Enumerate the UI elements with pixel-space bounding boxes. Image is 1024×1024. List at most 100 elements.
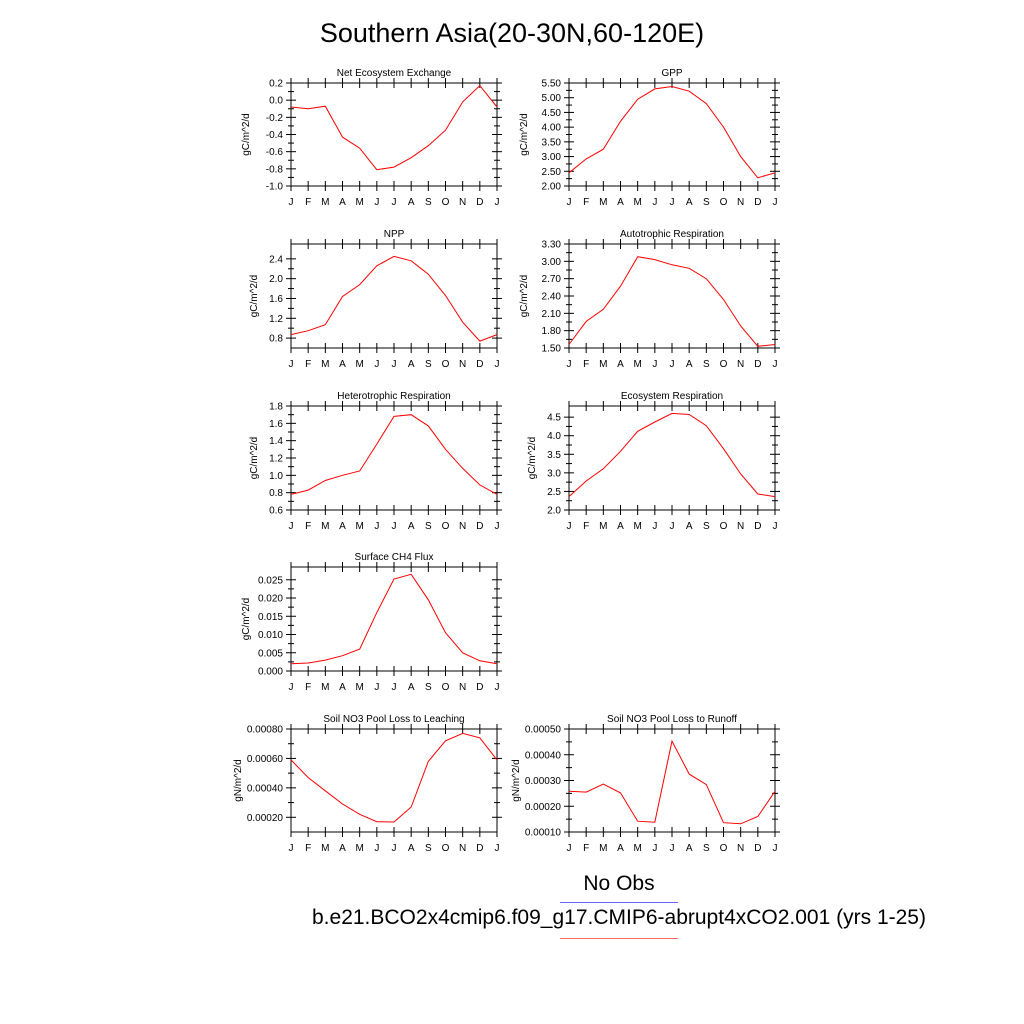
x-tick-label: S — [425, 197, 432, 208]
x-tick-label: J — [374, 359, 379, 370]
y-tick-label: 3.00 — [542, 257, 562, 268]
panel-title: NPP — [384, 229, 405, 240]
y-tick-label: 4.50 — [542, 108, 562, 119]
x-tick-label: M — [633, 521, 641, 532]
plot-frame — [290, 405, 498, 511]
x-tick-label: S — [425, 843, 432, 854]
y-tick-label: 0.00050 — [525, 725, 562, 736]
x-tick-label: A — [686, 197, 693, 208]
y-tick-label: 0.005 — [258, 648, 283, 659]
y-tick-label: 0.015 — [258, 612, 283, 623]
y-tick-label: 0.025 — [258, 575, 283, 586]
y-tick-label: 1.80 — [542, 326, 562, 337]
plot-frame — [568, 728, 776, 833]
y-axis-label: gC/m^2/d — [519, 275, 530, 318]
x-tick-label: A — [408, 682, 415, 693]
panel-title: Soil NO3 Pool Loss to Runoff — [607, 714, 737, 725]
panel-title: GPP — [661, 68, 682, 79]
x-tick-label: J — [495, 843, 500, 854]
x-tick-label: N — [459, 843, 466, 854]
y-tick-label: 1.8 — [269, 402, 283, 413]
x-tick-label: O — [720, 197, 728, 208]
y-tick-label: 1.6 — [269, 294, 283, 305]
y-tick-label: 0.000 — [258, 667, 283, 678]
y-tick-label: 0.00030 — [525, 776, 562, 787]
x-tick-label: A — [617, 843, 624, 854]
y-tick-label: -0.6 — [266, 147, 284, 158]
x-tick-label: A — [339, 682, 346, 693]
x-tick-label: J — [773, 521, 778, 532]
x-tick-label: M — [321, 197, 329, 208]
x-tick-label: M — [633, 197, 641, 208]
x-tick-label: J — [567, 359, 572, 370]
x-tick-label: D — [754, 521, 761, 532]
panel-title: Ecosystem Respiration — [621, 391, 723, 402]
x-tick-label: J — [652, 843, 657, 854]
y-tick-label: 3.30 — [542, 240, 562, 251]
x-tick-label: S — [425, 521, 432, 532]
y-tick-label: 4.00 — [542, 123, 562, 134]
x-tick-label: A — [339, 197, 346, 208]
x-tick-label: J — [289, 359, 294, 370]
x-tick-label: J — [670, 843, 675, 854]
panel-title: Heterotrophic Respiration — [337, 391, 450, 402]
y-tick-label: 0.00040 — [247, 783, 284, 794]
y-tick-label: 0.0 — [269, 96, 283, 107]
y-tick-label: 0.8 — [269, 488, 283, 499]
x-tick-label: S — [703, 843, 710, 854]
y-axis-label: gC/m^2/d — [241, 598, 252, 641]
y-tick-label: 0.00020 — [525, 802, 562, 813]
x-tick-label: M — [599, 359, 607, 370]
y-axis-label: gN/m^2/d — [233, 759, 244, 802]
plot-frame — [568, 82, 776, 187]
x-tick-label: J — [495, 197, 500, 208]
x-tick-label: J — [670, 521, 675, 532]
panel-1: Net Ecosystem Exchange gC/m^2/d -1.0 -0.8 -0… — [241, 68, 502, 208]
plot-frame — [290, 728, 498, 833]
plot-frame — [290, 566, 498, 672]
y-tick-label: -1.0 — [266, 182, 284, 193]
legend-obs-label: No Obs — [583, 872, 655, 895]
x-tick-label: S — [703, 521, 710, 532]
y-tick-label: 0.020 — [258, 594, 283, 605]
y-tick-label: 0.00010 — [525, 828, 562, 839]
x-tick-label: O — [442, 843, 450, 854]
series-line — [568, 412, 776, 498]
series-line — [568, 739, 776, 825]
panel-8: Soil NO3 Pool Loss to LeachinggN/m^2/d0.… — [233, 714, 502, 854]
x-tick-label: J — [374, 682, 379, 693]
x-tick-label: M — [355, 197, 363, 208]
x-tick-label: D — [476, 197, 483, 208]
x-tick-label: A — [339, 521, 346, 532]
x-tick-label: J — [289, 197, 294, 208]
y-tick-label: 4.5 — [547, 413, 561, 424]
x-tick-label: M — [599, 521, 607, 532]
x-tick-label: J — [773, 197, 778, 208]
x-tick-label: M — [321, 359, 329, 370]
series-line — [290, 573, 498, 665]
y-tick-label: 0.00080 — [247, 725, 284, 736]
panel-5: Heterotrophic Respiration gC/m^2/d 0.6 0.8 1… — [249, 391, 502, 532]
x-tick-label: J — [289, 843, 294, 854]
x-tick-label: J — [289, 682, 294, 693]
y-tick-label: 2.70 — [542, 274, 562, 285]
y-tick-label: -0.4 — [266, 130, 284, 141]
x-tick-label: A — [617, 197, 624, 208]
x-tick-label: A — [617, 521, 624, 532]
x-tick-label: A — [408, 359, 415, 370]
x-tick-label: M — [633, 843, 641, 854]
x-tick-label: O — [720, 521, 728, 532]
x-tick-label: J — [670, 359, 675, 370]
panel-4: Autotrophic Respiration gC/m^2/d 1.50 1.80 2… — [519, 229, 780, 370]
x-tick-label: J — [567, 843, 572, 854]
panel-title: Autotrophic Respiration — [620, 229, 724, 240]
y-tick-label: 1.2 — [269, 314, 283, 325]
x-tick-label: F — [305, 197, 311, 208]
x-tick-label: F — [305, 843, 311, 854]
x-tick-label: N — [737, 521, 744, 532]
y-axis-label: gN/m^2/d — [511, 759, 522, 802]
x-tick-label: M — [599, 843, 607, 854]
y-tick-label: 0.00060 — [247, 754, 284, 765]
plot-frame — [568, 243, 776, 349]
